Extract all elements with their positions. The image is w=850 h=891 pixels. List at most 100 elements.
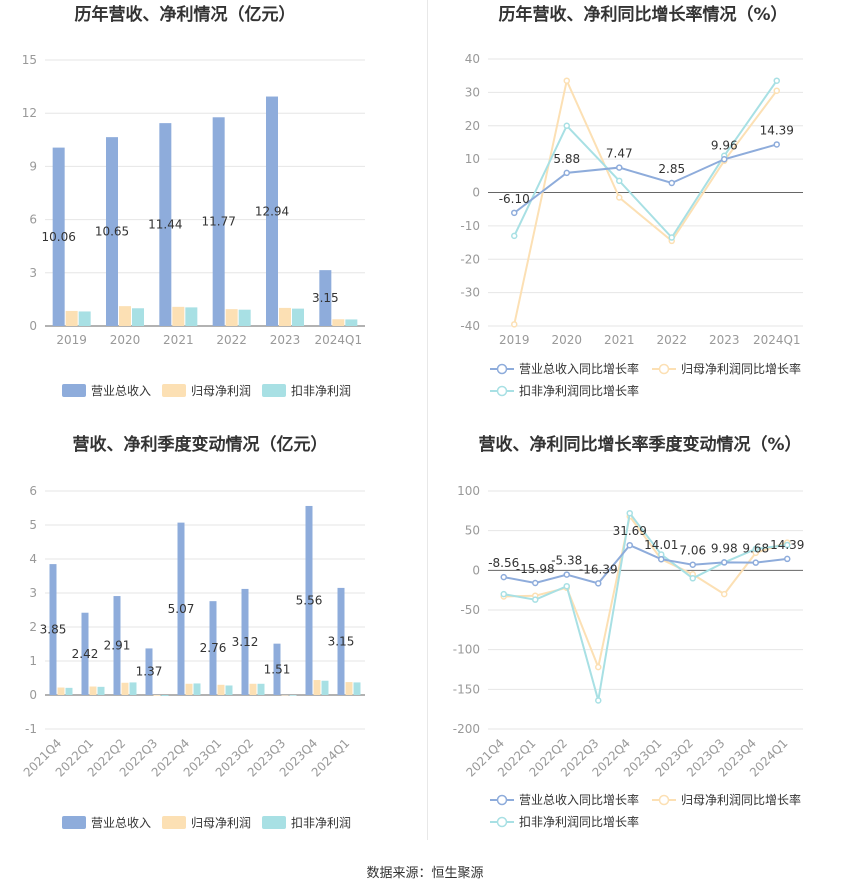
legend-swatch xyxy=(262,384,286,397)
line-data-label: 5.88 xyxy=(553,152,580,166)
y-tick-label: 0 xyxy=(29,688,37,702)
bar-data-label: 11.44 xyxy=(148,218,182,232)
bar-parent-net-profit xyxy=(119,306,131,326)
bar-deducted-net-profit xyxy=(65,687,73,695)
line-parent-profit-growth xyxy=(503,513,788,671)
quarterly-growth-rate-chart: 营收、净利同比增长率季度变动情况（%） -200 -150 -100 -50 0 50 10… xyxy=(428,430,850,860)
line-point xyxy=(563,169,570,177)
x-tick-label: 2019 xyxy=(499,333,530,347)
line-data-label: -16.39 xyxy=(579,562,618,576)
bar-parent-net-profit xyxy=(89,686,97,695)
y-tick-label: 100 xyxy=(457,484,480,498)
line-point xyxy=(752,559,759,566)
line-point xyxy=(532,596,539,603)
line-point xyxy=(511,209,518,217)
data-source-note: 数据来源：恒生聚源 xyxy=(366,866,484,881)
legend-label: 归母净利润 xyxy=(191,816,251,830)
bar-parent-net-profit xyxy=(225,309,238,326)
bar-data-label: 3.15 xyxy=(328,634,355,648)
legend-swatch xyxy=(262,816,286,829)
bar-data-label: 10.65 xyxy=(95,225,129,239)
bar-revenue xyxy=(106,137,118,326)
bar-parent-net-profit xyxy=(313,680,321,695)
legend-swatch-marker xyxy=(496,363,508,375)
legend-swatch xyxy=(62,816,86,829)
y-tick-label: 2 xyxy=(29,620,37,634)
line-point xyxy=(511,232,518,240)
bar-deducted-net-profit xyxy=(225,685,233,695)
bar-deducted-net-profit xyxy=(292,308,304,326)
bar-revenue xyxy=(177,522,185,695)
bar-parent-net-profit xyxy=(121,682,129,695)
x-tick-label: 2021 xyxy=(604,333,635,347)
bar-parent-net-profit xyxy=(249,683,257,695)
bar-revenue xyxy=(145,648,153,695)
y-tick-label: 4 xyxy=(29,552,37,566)
chart-title: 营收、净利同比增长率季度变动情况（%） xyxy=(478,434,801,455)
bar-data-label: 3.12 xyxy=(232,635,259,649)
line-point xyxy=(721,156,728,163)
legend-swatch-marker xyxy=(496,816,508,828)
y-tick-label: -1 xyxy=(25,722,37,736)
bar-data-label: 2.42 xyxy=(72,647,99,661)
quarterly-growth-rate-svg: 营收、净利同比增长率季度变动情况（%） -200 -150 -100 -50 0 50 10… xyxy=(453,434,805,829)
legend-label: 归母净利润同比增长率 xyxy=(681,792,801,807)
y-tick-label: 9 xyxy=(29,159,37,173)
bar-parent-net-profit xyxy=(345,682,353,695)
line-data-label: 7.47 xyxy=(606,147,633,161)
quarterly-revenue-profit-svg: 营收、净利季度变动情况（亿元） -101234562021Q42022Q1202… xyxy=(21,434,365,830)
bar-deducted-net-profit xyxy=(289,695,297,696)
legend-swatch-marker xyxy=(496,794,508,806)
bar-parent-net-profit xyxy=(279,307,291,326)
y-tick-label: -40 xyxy=(460,319,480,333)
bar-data-label: 12.94 xyxy=(255,204,289,218)
line-point xyxy=(752,545,759,553)
line-point xyxy=(563,122,570,129)
bar-deducted-net-profit xyxy=(132,308,144,326)
line-point xyxy=(595,580,602,587)
y-tick-label: -20 xyxy=(460,252,480,266)
y-tick-label: 6 xyxy=(29,213,37,227)
annual-revenue-profit-chart: 历年营收、净利情况（亿元） 0 3 6 9 12 15 2019 2020 2021 2022 20… xyxy=(0,0,425,430)
line-data-label: 7.06 xyxy=(679,544,706,558)
bar-deducted-net-profit xyxy=(238,309,251,326)
bar-parent-net-profit xyxy=(217,684,225,695)
line-point xyxy=(500,573,507,581)
y-tick-label: -50 xyxy=(460,603,480,617)
y-tick-label: 30 xyxy=(465,85,480,99)
line-revenue-growth xyxy=(513,143,778,214)
line-point xyxy=(563,582,570,590)
line-point xyxy=(616,164,623,171)
x-tick-label: 2022 xyxy=(216,333,247,347)
x-tick-label: 2023 xyxy=(709,333,740,347)
y-tick-label: 1 xyxy=(29,654,37,668)
line-parent-profit-growth xyxy=(513,77,778,325)
annual-growth-rate-chart: 历年营收、净利同比增长率情况（%） -40 -30 -20 -10 0 10 20 30 40 2… xyxy=(428,0,850,430)
bar-revenue xyxy=(212,117,225,327)
bar-deducted-net-profit xyxy=(97,686,105,695)
legend-swatch xyxy=(62,384,86,397)
line-point xyxy=(532,579,539,587)
line-point xyxy=(784,555,791,563)
y-tick-label: 15 xyxy=(22,53,37,67)
y-tick-label: -10 xyxy=(460,219,480,233)
y-tick-label: 50 xyxy=(465,524,480,538)
legend-swatch xyxy=(162,816,186,829)
legend-swatch xyxy=(162,384,186,397)
line-point xyxy=(668,234,675,241)
line-deducted-profit-growth xyxy=(503,510,788,701)
bar-data-label: 2.91 xyxy=(104,639,131,653)
line-point xyxy=(616,177,623,185)
line-point xyxy=(658,555,665,563)
line-point xyxy=(595,697,602,704)
y-tick-label: 10 xyxy=(465,152,480,166)
bar-data-label: 1.37 xyxy=(136,665,163,679)
y-tick-label: 3 xyxy=(29,586,37,600)
bar-parent-net-profit xyxy=(57,687,65,695)
line-point xyxy=(595,663,602,671)
line-data-label: 9.96 xyxy=(711,138,738,152)
line-point xyxy=(616,194,623,201)
legend-label: 归母净利润同比增长率 xyxy=(681,361,801,376)
legend-label: 扣非净利润同比增长率 xyxy=(519,814,639,829)
y-tick-label: 0 xyxy=(29,319,37,333)
